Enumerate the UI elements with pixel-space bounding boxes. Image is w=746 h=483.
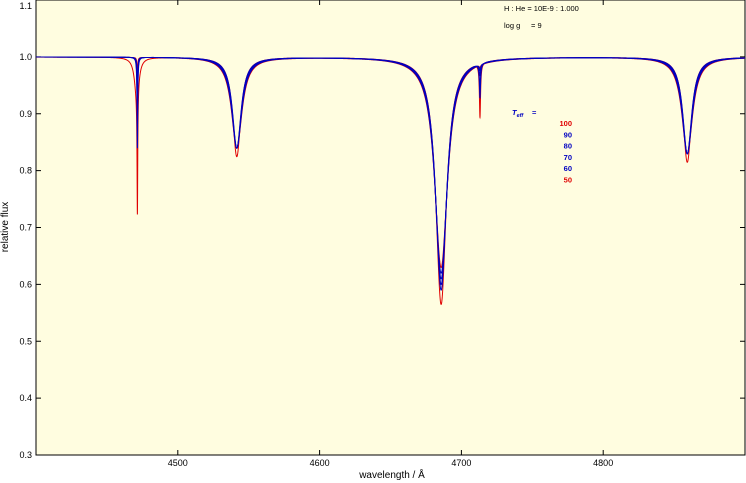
y-tick-label: 0.5	[19, 336, 32, 346]
x-axis: 4500 4600 4700 4800	[168, 0, 613, 468]
y-axis-label: relative flux	[0, 202, 11, 253]
legend-title-eq: =	[532, 108, 537, 117]
x-tick-label: 4500	[168, 458, 188, 468]
x-axis-label: wavelength / Å	[358, 468, 425, 481]
y-tick-label: 0.8	[19, 166, 32, 176]
legend-entry-50: 50	[564, 176, 572, 185]
y-tick-label: 1.1	[19, 1, 32, 11]
x-tick-label: 4800	[593, 458, 613, 468]
legend-title-main: T	[512, 108, 518, 117]
y-tick-label: 0.4	[19, 393, 32, 403]
legend: Teff = 100 90 80 70 60 50	[512, 108, 572, 185]
series-line-60	[36, 56, 746, 291]
legend-entry-60: 60	[564, 164, 572, 173]
y-tick-label: 0.6	[19, 279, 32, 289]
legend-entries: 100 90 80 70 60 50	[559, 119, 572, 185]
composition-annotation: H : He = 10E-9 : 1.000	[504, 4, 579, 13]
legend-entry-90: 90	[564, 130, 572, 139]
y-tick-label: 1.0	[19, 52, 32, 62]
y-tick-label: 0.7	[19, 223, 32, 233]
legend-title-sub: eff	[517, 113, 525, 119]
y-axis: 0.3 0.4 0.5 0.6 0.7 0.8 0.9 1.0 1.1	[19, 0, 745, 460]
legend-entry-70: 70	[564, 153, 572, 162]
x-tick-label: 4600	[310, 458, 330, 468]
logg-value: = 9	[531, 21, 542, 30]
legend-title: Teff	[512, 108, 524, 119]
logg-text: log g	[504, 21, 520, 30]
logg-label: log g	[504, 21, 520, 30]
x-tick-label: 4700	[451, 458, 471, 468]
legend-entry-100: 100	[559, 119, 572, 128]
y-tick-label: 0.3	[19, 450, 32, 460]
plot-area	[35, 0, 746, 456]
series-group	[36, 56, 746, 305]
y-tick-label: 0.9	[19, 109, 32, 119]
legend-entry-80: 80	[564, 142, 572, 151]
